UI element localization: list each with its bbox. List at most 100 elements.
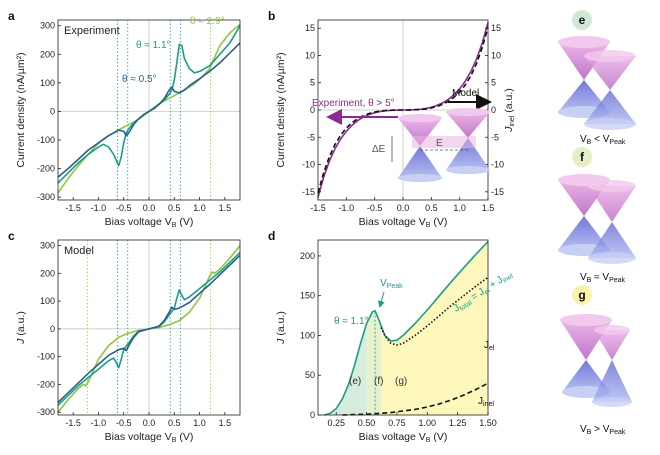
y-tick-label: 150 — [300, 291, 315, 301]
series-line-1 — [317, 26, 489, 194]
cone-g-top-2 — [594, 325, 630, 335]
cone-f-bottom-2 — [588, 252, 636, 264]
chart-a: -1.5 -1.0 -0.5 0.0 0.5 1.0 1.5 -300 -200 -100 0 100… — [15, 19, 241, 229]
cone-e-upper-2 — [584, 56, 636, 90]
x-tick-label: 0.5 — [425, 203, 438, 213]
y-axis-label-right: Jinel (a.u.) — [503, 88, 516, 133]
panel-a-tag: Experiment — [64, 25, 120, 37]
y-tick-label: 200 — [300, 251, 315, 261]
region-fill-2 — [381, 241, 488, 415]
y-tick-label-right: 5 — [491, 78, 496, 88]
y-axis-label: Current density (nA/µm²) — [15, 52, 27, 167]
x-tick-label: 0.75 — [388, 418, 406, 428]
y-tick-label: -300 — [37, 192, 55, 202]
region-f-label: (f) — [374, 376, 383, 387]
y-axis-label: J (a.u.) — [275, 311, 287, 345]
x-tick-label: 0.5 — [168, 203, 181, 213]
y-tick-label: -300 — [37, 407, 55, 417]
y-tick-label: -10 — [302, 160, 315, 170]
x-tick-label: 0.50 — [358, 418, 376, 428]
x-tick-label: 0.0 — [143, 203, 156, 213]
e-label: E — [436, 138, 443, 149]
y-tick-label: -5 — [307, 132, 315, 142]
x-tick-label: 0.25 — [327, 418, 345, 428]
panel-f-badge — [572, 147, 592, 167]
x-axis-label: Bias voltage VB (V) — [105, 216, 194, 229]
cone-e-lower-1 — [558, 80, 610, 112]
y-tick-label: 0 — [50, 106, 55, 116]
x-tick-label: -1.5 — [65, 418, 81, 428]
series-line-1 — [380, 276, 489, 346]
y-tick-label-right: -10 — [491, 160, 504, 170]
panel-e-caption: VB < VPeak — [580, 134, 626, 146]
y-tick-label: -15 — [302, 187, 315, 197]
x-tick-label: 1.25 — [449, 418, 467, 428]
panel-b-letter: b — [268, 9, 275, 23]
inset-cone-right-lower — [446, 138, 490, 170]
panel-g-letter: g — [578, 288, 585, 302]
cone-f-lower-2 — [588, 222, 636, 258]
cone-diagram-e: e VB < VPeak — [558, 10, 636, 146]
x-tick-label: 1.0 — [453, 203, 466, 213]
x-tick-label: -1.5 — [310, 203, 326, 213]
y-tick-label: -100 — [37, 352, 55, 362]
cone-e-lower-2 — [584, 90, 636, 124]
y-tick-label-right: 10 — [491, 50, 501, 60]
inset-cone-left-upper — [398, 118, 442, 146]
y-tick-label: 100 — [300, 330, 315, 340]
y-tick-label-right: 15 — [491, 23, 501, 33]
vpeak-label: VPeak — [380, 278, 403, 290]
panel-d-letter: d — [268, 229, 275, 243]
x-tick-label: 1.5 — [219, 203, 232, 213]
x-tick-label: -0.5 — [116, 203, 132, 213]
panel-f-caption: VB ≈ VPeak — [580, 272, 626, 284]
region-e-label: (e) — [349, 376, 361, 387]
theta-29-label: θ ≈ 2.9° — [190, 16, 225, 27]
chart-d: 0.25 0.50 0.75 1.00 1.25 1.50 0 50 100 150 200 Bias… — [275, 239, 497, 444]
y-tick-label: 15 — [305, 23, 315, 33]
cone-f-lower-1 — [558, 216, 610, 250]
y-axis-label: J (a.u.) — [15, 311, 27, 345]
x-tick-label: -0.5 — [367, 203, 383, 213]
x-axis-label: Bias voltage VB (V) — [359, 431, 448, 444]
x-tick-label: 1.5 — [482, 203, 495, 213]
y-tick-label: 0 — [310, 410, 315, 420]
x-tick-label: -1.0 — [91, 418, 107, 428]
vpeak-arrow — [378, 291, 385, 308]
region-g-label: (g) — [395, 376, 407, 387]
experiment-label: Experiment, θ > 5° — [312, 98, 395, 109]
inset-cone-left-lower — [398, 146, 442, 178]
x-axis-label: Bias voltage VB (V) — [359, 216, 448, 229]
y-tick-label: 0 — [50, 324, 55, 334]
theta-11-label: θ ≈ 1.1° — [136, 40, 171, 51]
inset-cones: ΔE E — [372, 108, 490, 182]
inset-cone-right-upper — [446, 112, 490, 138]
cone-e-top-2 — [584, 50, 636, 62]
y-tick-label: -200 — [37, 379, 55, 389]
inset-cone-right-top — [446, 108, 490, 116]
y-tick-label-right: 0 — [491, 105, 496, 115]
inset-cone-left-bottom — [398, 174, 442, 182]
panel-c-letter: c — [8, 229, 15, 243]
region-fill-1 — [366, 310, 382, 415]
x-tick-label: -0.5 — [116, 418, 132, 428]
inset-band — [412, 136, 476, 148]
panel-f-letter: f — [580, 150, 585, 164]
chart-b: -1.5 -1.0 -0.5 0.0 0.5 1.0 1.5 -15 -10 -5 0 5 10 15 -1… — [275, 19, 516, 229]
y-tick-label: 100 — [40, 78, 55, 88]
x-tick-label: 0.0 — [143, 418, 156, 428]
panel-e-letter: e — [579, 13, 586, 27]
y-tick-label: 0 — [310, 105, 315, 115]
cone-g-lower-2 — [592, 360, 632, 402]
inset-cone-right-bottom — [446, 166, 490, 174]
panel-c-tag: Model — [64, 245, 94, 257]
panel-g-badge — [572, 285, 592, 305]
y-tick-label-right: -5 — [491, 132, 499, 142]
x-tick-label: -1.0 — [339, 203, 355, 213]
series-line-2 — [57, 254, 241, 404]
x-tick-label: 1.5 — [219, 418, 232, 428]
y-axis-label: Current density (nA/µm²) — [275, 52, 287, 167]
cone-diagram-g: g VB > VPeak — [560, 285, 632, 436]
y-tick-label: 50 — [305, 370, 315, 380]
